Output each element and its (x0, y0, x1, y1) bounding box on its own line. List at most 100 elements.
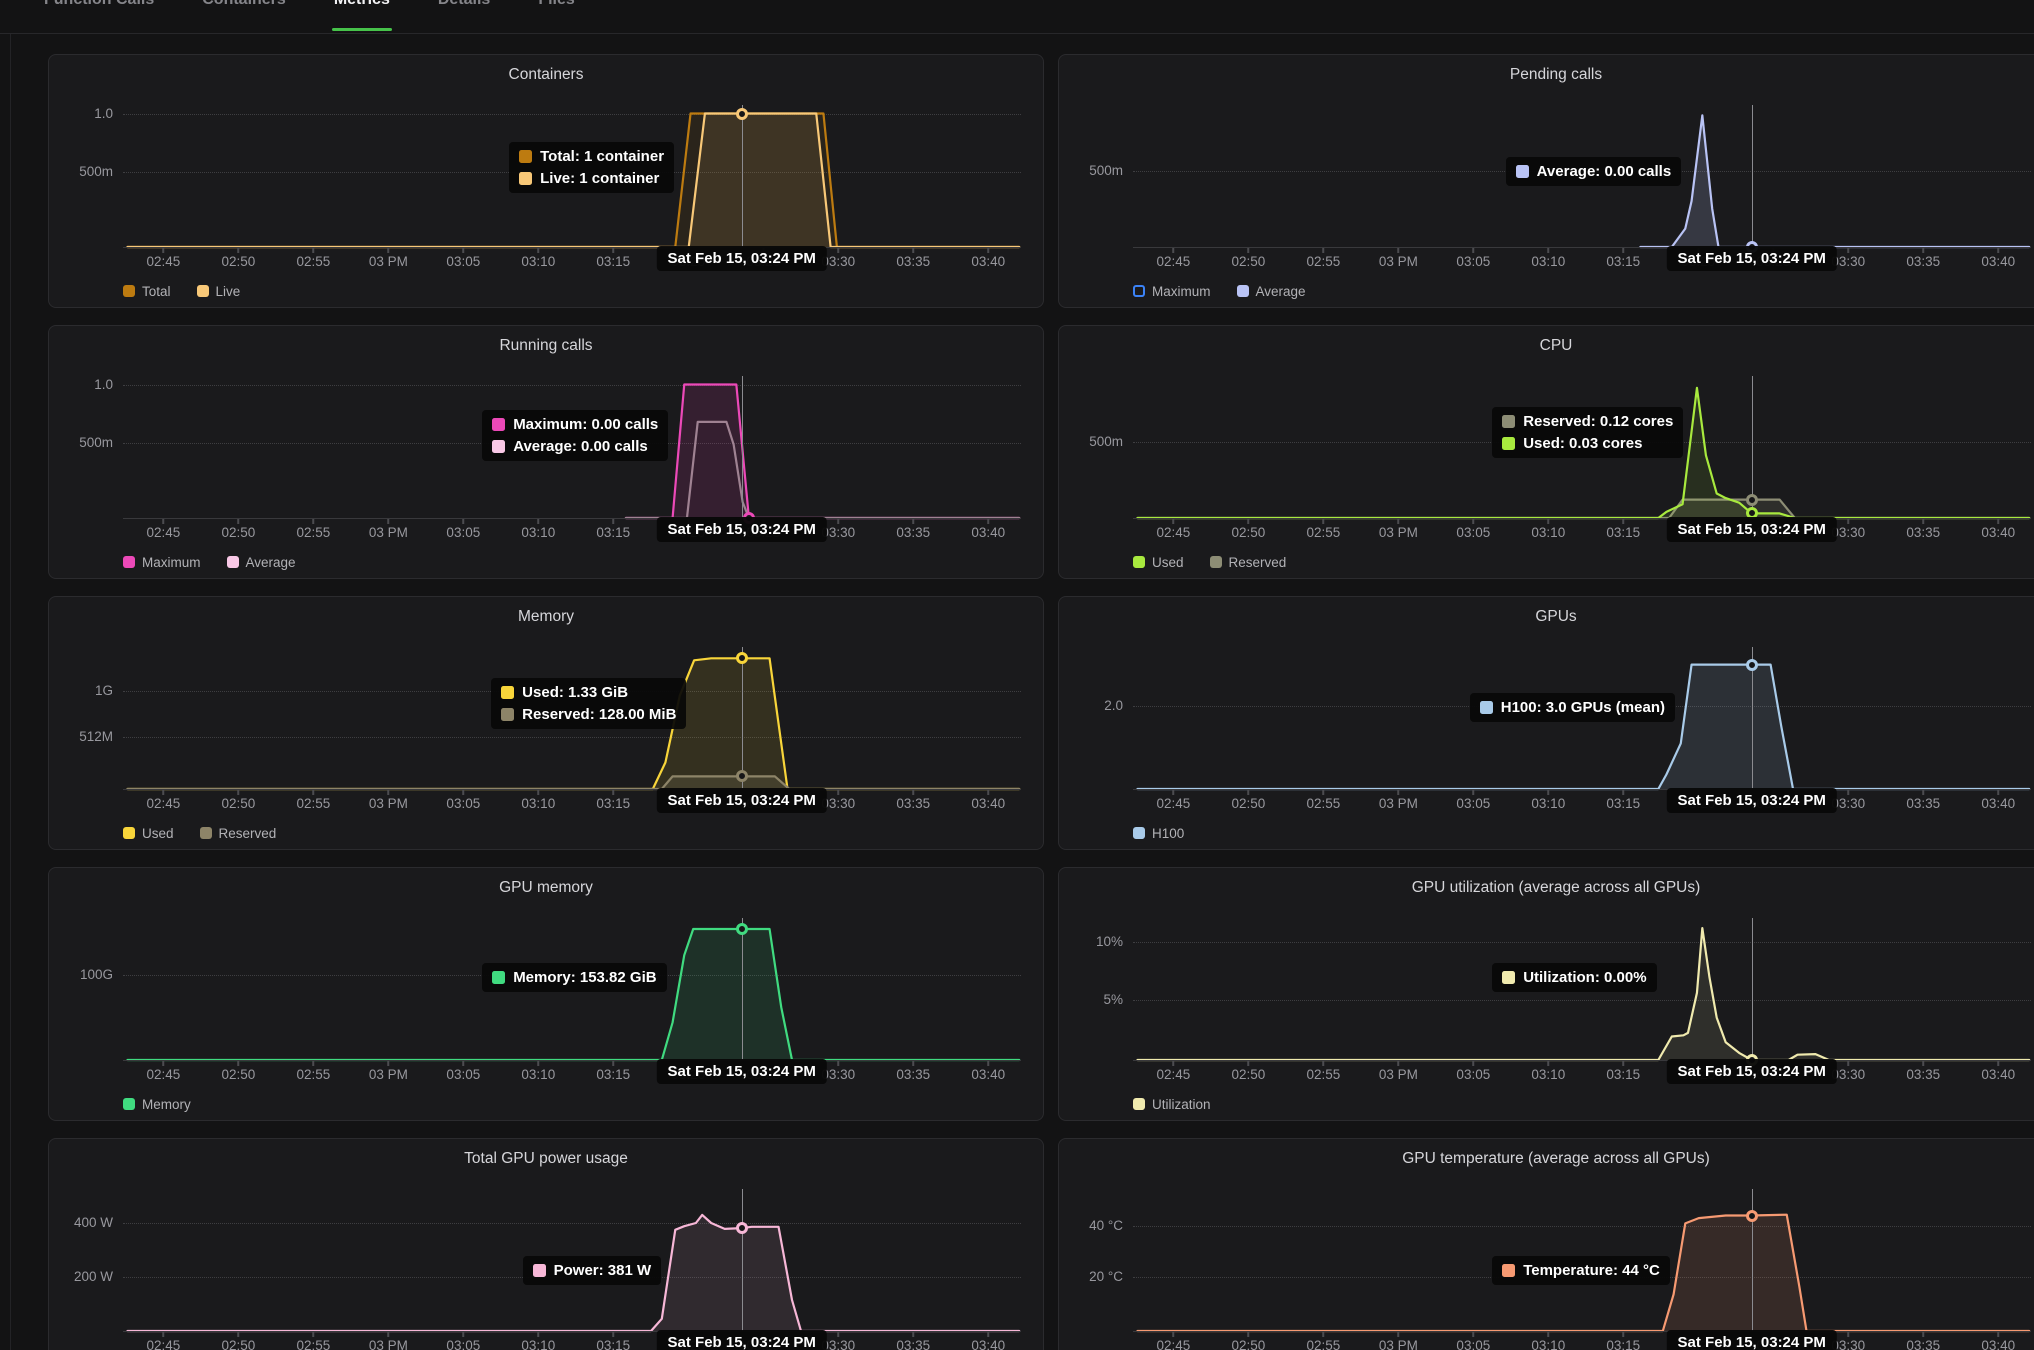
x-axis-label: 02:55 (1306, 254, 1341, 269)
legend-item-utilization[interactable]: Utilization (1133, 1097, 1211, 1112)
x-axis-label: 02:45 (146, 1067, 181, 1082)
legend-item-maximum[interactable]: Maximum (123, 555, 201, 570)
x-tick (612, 248, 615, 253)
readout-text: H100: 3.0 GPUs (mean) (1500, 699, 1665, 716)
x-axis-label: 03:10 (521, 1067, 556, 1082)
legend-item-memory[interactable]: Memory (123, 1097, 191, 1112)
chart-legend: Maximum Average (1133, 281, 2034, 301)
legend-item-average[interactable]: Average (1236, 284, 1306, 299)
series-swatch-icon (492, 440, 506, 453)
x-axis-label: 02:45 (1156, 525, 1191, 540)
readout-row: Power: 381 W (532, 1262, 651, 1279)
legend-item-used[interactable]: Used (123, 826, 174, 841)
x-tick (237, 1332, 240, 1337)
legend-item-total[interactable]: Total (123, 284, 171, 299)
legend-label: Average (245, 554, 296, 570)
x-tick (1172, 519, 1175, 524)
legend-item-average[interactable]: Average (226, 554, 296, 570)
y-axis-label: 1G (94, 682, 113, 698)
x-axis-label: 03:10 (1531, 254, 1566, 269)
plot-region[interactable]: Used: 1.33 GiB Reserved: 128.00 MiB (123, 639, 1021, 789)
legend-swatch-icon (1133, 556, 1145, 568)
x-tick (1247, 1061, 1250, 1066)
x-axis-line (1133, 247, 2031, 248)
plot-region[interactable]: Temperature: 44 °C (1133, 1181, 2031, 1331)
readout-text: Utilization: 0.00% (1523, 968, 1647, 986)
chart-panel-gpu-power: Total GPU power usage 400 W 200 W Power: 38… (48, 1138, 1044, 1350)
x-tick (1622, 248, 1625, 253)
cursor-point-marker (735, 107, 748, 120)
series-swatch-icon (492, 418, 506, 431)
x-tick (1247, 1332, 1250, 1337)
y-gridline (123, 737, 1021, 739)
legend-item-reserved[interactable]: Reserved (199, 826, 276, 841)
x-axis-label: 02:55 (296, 1338, 331, 1350)
y-axis-label: 500m (79, 164, 113, 179)
plot-region[interactable]: Reserved: 0.12 cores Used: 0.03 cores (1133, 368, 2031, 520)
crosshair-line (741, 647, 743, 789)
x-tick (237, 248, 240, 253)
x-tick (1397, 790, 1400, 795)
readout-text: Average: 0.00 calls (513, 438, 648, 455)
chart-title: GPU memory (499, 879, 593, 896)
legend-item-reserved[interactable]: Reserved (1209, 555, 1286, 570)
readout-row: Temperature: 44 °C (1502, 1262, 1660, 1279)
value-readout-tooltip: Memory: 153.82 GiB (482, 962, 667, 992)
tab-details[interactable]: Details (438, 0, 490, 33)
x-axis-label: 03:15 (1606, 254, 1641, 269)
chart-panel-gpu-temperature: GPU temperature (average across all GPUs… (1058, 1138, 2034, 1350)
plot-region[interactable]: Total: 1 container Live: 1 container (123, 97, 1021, 247)
x-tick (1172, 1061, 1175, 1066)
x-axis-label: 02:50 (1231, 796, 1266, 811)
x-tick (1322, 248, 1325, 253)
readout-row: Average: 0.00 calls (1515, 163, 1672, 180)
x-tick (462, 1061, 465, 1066)
x-axis-line (1133, 518, 2031, 519)
x-axis-line (123, 789, 1021, 790)
tab-containers[interactable]: Containers (202, 0, 286, 33)
cursor-date-tooltip: Sat Feb 15, 03:24 PM (656, 788, 827, 813)
readout-row: Average: 0.00 calls (492, 438, 658, 455)
x-axis-label: 02:45 (146, 1338, 181, 1350)
x-tick (387, 248, 390, 253)
legend-item-maximum[interactable]: Maximum (1133, 284, 1211, 299)
x-axis-label: 02:55 (1306, 1338, 1341, 1350)
x-tick (312, 248, 315, 253)
x-axis-label: 03:40 (1981, 254, 2016, 269)
tab-files[interactable]: Files (538, 0, 574, 33)
readout-row: Live: 1 container (519, 170, 664, 187)
tab-metrics[interactable]: Metrics (331, 0, 392, 33)
x-tick (987, 1332, 989, 1337)
plot-region[interactable]: Memory: 153.82 GiB (123, 910, 1021, 1060)
chart-title: Pending calls (1509, 66, 1603, 83)
legend-swatch-icon (226, 556, 239, 568)
x-axis-label: 02:45 (146, 796, 181, 811)
crosshair-line (1751, 647, 1753, 789)
plot-region[interactable]: Maximum: 0.00 calls Average: 0.00 calls (123, 368, 1021, 524)
legend-label: Maximum (142, 554, 201, 570)
x-tick (1547, 1061, 1550, 1066)
series-fill-utilization (1137, 928, 2030, 1060)
value-readout-tooltip: Temperature: 44 °C (1492, 1256, 1670, 1285)
readout-text: Average: 0.00 calls (1536, 163, 1672, 180)
plot-region[interactable]: Average: 0.00 calls (1133, 97, 2031, 253)
chart-panel-pending-calls: Pending calls 500m Average: 0.00 calls 02:4… (1058, 54, 2034, 308)
chart-svg (123, 1181, 1021, 1331)
chart-title: Memory (518, 608, 574, 625)
plot-region[interactable]: H100: 3.0 GPUs (mean) (1133, 639, 2031, 789)
tab-function-calls[interactable]: Function Calls (44, 0, 154, 33)
plot-region[interactable]: Utilization: 0.00% (1133, 910, 2031, 1066)
legend-item-used[interactable]: Used (1133, 555, 1184, 570)
legend-item-live[interactable]: Live (196, 284, 240, 299)
x-axis-label: 03:05 (446, 254, 481, 269)
cursor-date-tooltip: Sat Feb 15, 03:24 PM (1666, 788, 1837, 813)
x-axis-label: 02:45 (146, 254, 181, 269)
x-axis-label: 03:10 (521, 796, 556, 811)
x-tick (612, 1061, 615, 1066)
legend-item-h100[interactable]: H100 (1133, 826, 1184, 841)
plot-region[interactable]: Power: 381 W (123, 1181, 1021, 1331)
x-tick (1547, 248, 1550, 253)
y-axis-label: 1.0 (94, 105, 113, 121)
x-axis-line (123, 1060, 1021, 1061)
